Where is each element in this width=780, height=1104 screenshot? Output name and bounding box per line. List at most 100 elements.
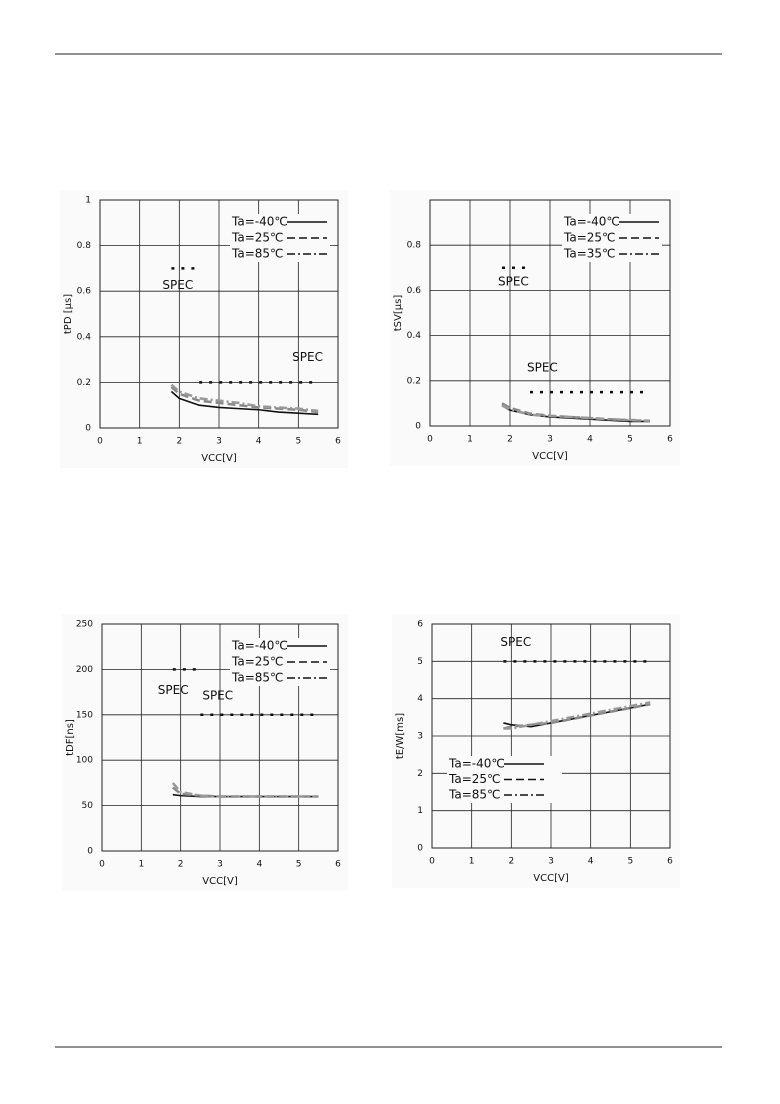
y-tick-label: 0.6 (407, 286, 422, 296)
legend-label: Ta=-40℃ (448, 757, 505, 771)
y-tick-label: 250 (76, 620, 93, 630)
x-tick-label: 4 (588, 857, 594, 867)
y-tick-label: 0 (85, 424, 91, 434)
x-tick-label: 3 (217, 860, 223, 870)
x-tick-label: 1 (469, 857, 475, 867)
legend-label: Ta=85℃ (231, 247, 284, 261)
x-tick-label: 4 (256, 860, 262, 870)
y-tick-label: 5 (417, 657, 423, 667)
legend-background (230, 230, 330, 246)
spec-label: SPEC (527, 361, 558, 375)
series-line (501, 402, 651, 423)
x-tick-label: 1 (137, 437, 143, 447)
spec-label: SPEC (500, 635, 531, 649)
y-tick-label: 0.4 (407, 331, 422, 341)
legend-background (230, 670, 330, 686)
plot-frame (99, 199, 339, 429)
x-tick-label: 4 (587, 435, 593, 445)
legend-background (230, 654, 330, 670)
y-axis-label: tDF[ns] (65, 719, 76, 756)
spec-label: SPEC (162, 278, 193, 292)
legend-label: Ta=85℃ (448, 788, 501, 802)
x-tick-label: 2 (508, 857, 514, 867)
plot-frame (429, 199, 671, 427)
series-line (503, 701, 651, 730)
series-line (501, 404, 651, 423)
x-tick-label: 2 (176, 437, 182, 447)
y-tick-label: 0.2 (77, 378, 91, 388)
y-tick-label: 0.6 (77, 287, 92, 297)
x-tick-label: 4 (256, 437, 262, 447)
y-tick-label: 0.2 (407, 376, 421, 386)
y-tick-label: 0 (415, 422, 421, 432)
legend-label: Ta=85℃ (231, 671, 284, 685)
spec-label: SPEC (292, 350, 323, 364)
x-tick-label: 0 (97, 437, 103, 447)
y-axis-label: tSV[μs] (393, 295, 404, 332)
series-line (170, 383, 319, 413)
x-tick-label: 3 (216, 437, 222, 447)
x-axis-label: VCC[V] (532, 451, 568, 462)
spec-label: SPEC (498, 274, 529, 288)
y-tick-label: 0.4 (77, 332, 92, 342)
legend-background (230, 246, 330, 262)
series-line (503, 703, 651, 730)
x-axis-label: VCC[V] (202, 876, 238, 887)
y-tick-label: 150 (76, 710, 93, 720)
y-tick-label: 0.8 (77, 241, 92, 251)
y-tick-label: 0.8 (407, 241, 422, 251)
y-tick-label: 0 (87, 847, 93, 857)
y-tick-label: 100 (76, 756, 93, 766)
x-tick-label: 3 (547, 435, 553, 445)
legend-background (230, 638, 330, 654)
legend-label: Ta=25℃ (231, 231, 284, 245)
spec-label: SPEC (158, 683, 189, 697)
x-tick-label: 2 (178, 860, 184, 870)
y-tick-label: 1 (85, 196, 91, 206)
plot-frame (101, 623, 339, 852)
x-tick-label: 6 (335, 437, 341, 447)
legend-background (562, 214, 662, 230)
legend-label: Ta=25℃ (231, 655, 284, 669)
x-tick-label: 5 (627, 857, 633, 867)
x-tick-label: 0 (99, 860, 105, 870)
y-tick-label: 0 (417, 844, 423, 854)
legend-label: Ta=-40℃ (231, 639, 288, 653)
legend-label: Ta=-40℃ (563, 215, 620, 229)
x-tick-label: 6 (667, 435, 673, 445)
x-tick-label: 6 (667, 857, 673, 867)
x-tick-label: 1 (467, 435, 473, 445)
y-axis-label: tE/W[ms] (395, 713, 406, 759)
legend-label: Ta=-40℃ (231, 215, 288, 229)
y-tick-label: 1 (417, 806, 423, 816)
x-tick-label: 0 (427, 435, 433, 445)
y-tick-label: 6 (417, 620, 423, 630)
plot-frame (431, 623, 671, 849)
x-tick-label: 0 (429, 857, 435, 867)
x-tick-label: 5 (627, 435, 633, 445)
series-line (170, 390, 319, 416)
x-tick-label: 2 (507, 435, 513, 445)
legend-background (562, 230, 662, 246)
plot-background (392, 614, 680, 888)
y-tick-label: 200 (76, 665, 93, 675)
x-tick-label: 6 (335, 860, 341, 870)
spec-label: SPEC (202, 688, 233, 702)
y-tick-label: 2 (417, 769, 423, 779)
x-tick-label: 5 (295, 437, 301, 447)
x-axis-label: VCC[V] (201, 453, 237, 464)
x-axis-label: VCC[V] (533, 873, 569, 884)
x-tick-label: 5 (296, 860, 302, 870)
series-line (171, 782, 319, 798)
y-tick-label: 3 (417, 732, 423, 742)
legend-label: Ta=35℃ (563, 247, 616, 261)
legend-label: Ta=25℃ (448, 772, 501, 786)
x-tick-label: 3 (548, 857, 554, 867)
x-tick-label: 1 (138, 860, 144, 870)
legend-label: Ta=25℃ (563, 231, 616, 245)
y-axis-label: tPD [μs] (63, 294, 74, 334)
legend-background (562, 246, 662, 262)
legend-background (230, 214, 330, 230)
y-tick-label: 50 (82, 801, 94, 811)
